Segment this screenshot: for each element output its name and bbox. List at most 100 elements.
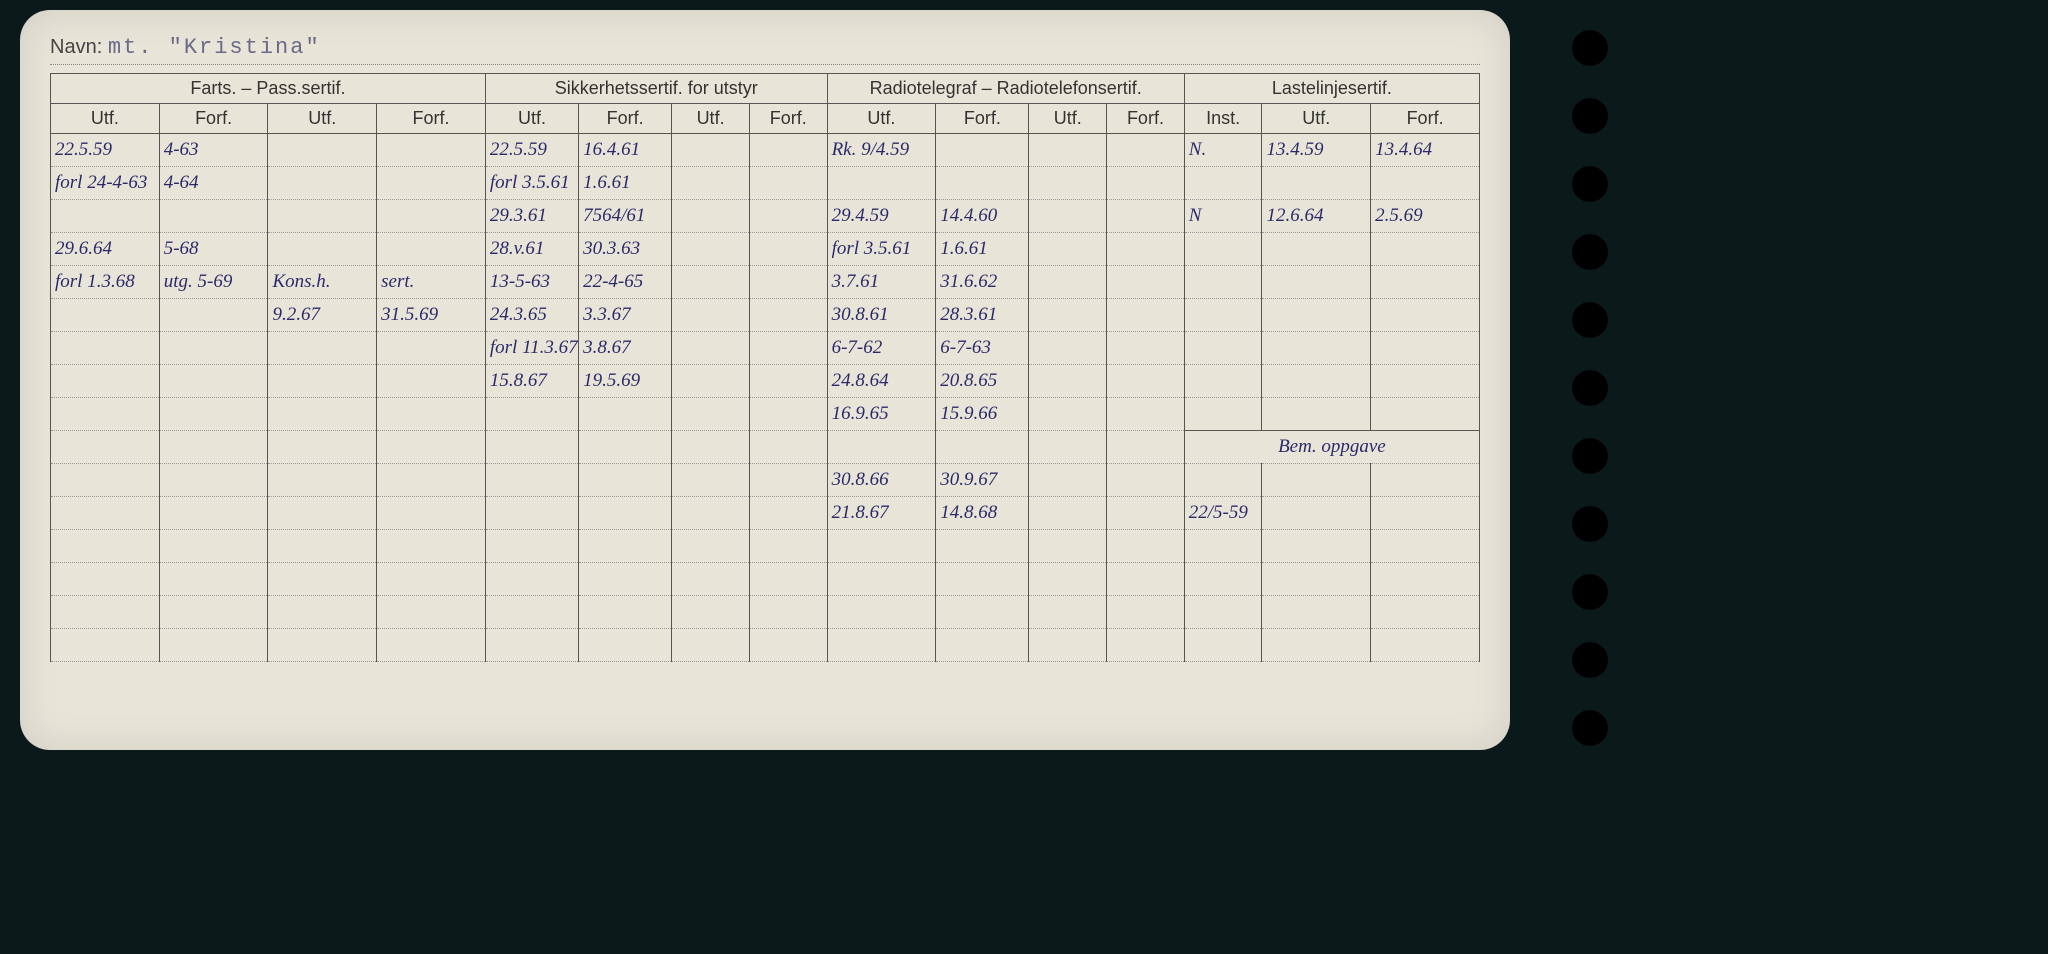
hole-icon bbox=[1572, 506, 1608, 542]
table-row: 29.3.617564/6129.4.5914.4.60N12.6.642.5.… bbox=[51, 200, 1480, 233]
table-cell bbox=[749, 299, 827, 332]
table-cell: 2.5.69 bbox=[1371, 200, 1480, 233]
table-cell bbox=[1371, 629, 1480, 662]
table-cell: forl 1.3.68 bbox=[51, 266, 160, 299]
hole-icon bbox=[1572, 574, 1608, 610]
table-cell bbox=[1107, 134, 1185, 167]
table-cell bbox=[1029, 464, 1107, 497]
table-cell: 14.4.60 bbox=[936, 200, 1029, 233]
table-cell bbox=[485, 398, 578, 431]
table-cell bbox=[268, 563, 377, 596]
table-cell bbox=[1184, 365, 1262, 398]
table-cell bbox=[1029, 200, 1107, 233]
table-cell: 4-63 bbox=[159, 134, 268, 167]
table-cell bbox=[936, 629, 1029, 662]
table-cell: forl 11.3.67 bbox=[485, 332, 578, 365]
table-cell: 14.8.68 bbox=[936, 497, 1029, 530]
table-cell bbox=[1107, 530, 1185, 563]
table-cell: Kons.h. bbox=[268, 266, 377, 299]
name-row: Navn: mt. "Kristina" bbox=[50, 35, 1480, 65]
table-cell bbox=[377, 530, 486, 563]
table-cell bbox=[51, 530, 160, 563]
table-cell bbox=[936, 530, 1029, 563]
table-cell bbox=[749, 167, 827, 200]
table-row: forl 24-4-634-64forl 3.5.611.6.61 bbox=[51, 167, 1480, 200]
table-cell bbox=[827, 167, 936, 200]
table-cell bbox=[268, 464, 377, 497]
table-cell bbox=[579, 629, 672, 662]
table-cell bbox=[749, 464, 827, 497]
table-cell bbox=[377, 497, 486, 530]
table-cell: 22-4-65 bbox=[579, 266, 672, 299]
table-cell bbox=[159, 299, 268, 332]
table-cell bbox=[51, 563, 160, 596]
table-cell bbox=[1184, 530, 1262, 563]
hole-icon bbox=[1572, 302, 1608, 338]
table-cell bbox=[1029, 233, 1107, 266]
name-label: Navn: bbox=[50, 36, 102, 58]
table-cell bbox=[1184, 167, 1262, 200]
table-row bbox=[51, 530, 1480, 563]
table-cell bbox=[268, 497, 377, 530]
table-cell bbox=[51, 629, 160, 662]
table-cell: 13.4.64 bbox=[1371, 134, 1480, 167]
table-cell bbox=[268, 167, 377, 200]
table-cell bbox=[936, 167, 1029, 200]
table-cell bbox=[268, 431, 377, 464]
table-cell bbox=[1107, 332, 1185, 365]
table-cell bbox=[268, 332, 377, 365]
table-row: 22.5.594-6322.5.5916.4.61Rk. 9/4.59N.13.… bbox=[51, 134, 1480, 167]
table-cell bbox=[749, 398, 827, 431]
table-cell bbox=[159, 629, 268, 662]
table-cell: 3.8.67 bbox=[579, 332, 672, 365]
table-cell bbox=[159, 431, 268, 464]
table-cell bbox=[1107, 629, 1185, 662]
table-cell: 16.4.61 bbox=[579, 134, 672, 167]
table-cell bbox=[579, 431, 672, 464]
table-body: 22.5.594-6322.5.5916.4.61Rk. 9/4.59N.13.… bbox=[51, 134, 1480, 662]
table-cell bbox=[749, 332, 827, 365]
table-row: 15.8.6719.5.6924.8.6420.8.65 bbox=[51, 365, 1480, 398]
table-cell bbox=[268, 629, 377, 662]
table-cell: 30.8.66 bbox=[827, 464, 936, 497]
table-cell bbox=[827, 596, 936, 629]
header-farts: Farts. – Pass.sertif. bbox=[51, 74, 486, 104]
table-cell bbox=[159, 365, 268, 398]
table-cell bbox=[1184, 629, 1262, 662]
sub-utf: Utf. bbox=[268, 104, 377, 134]
table-cell bbox=[749, 431, 827, 464]
table-cell bbox=[377, 134, 486, 167]
table-cell bbox=[485, 431, 578, 464]
table-cell: 31.6.62 bbox=[936, 266, 1029, 299]
table-cell bbox=[1262, 464, 1371, 497]
table-cell bbox=[377, 629, 486, 662]
table-cell bbox=[1107, 431, 1185, 464]
table-cell bbox=[377, 431, 486, 464]
table-row: 29.6.645-6828.v.6130.3.63forl 3.5.611.6.… bbox=[51, 233, 1480, 266]
sub-utf: Utf. bbox=[51, 104, 160, 134]
table-cell: 6-7-63 bbox=[936, 332, 1029, 365]
table-cell bbox=[1262, 398, 1371, 431]
table-cell: N bbox=[1184, 200, 1262, 233]
table-cell bbox=[827, 431, 936, 464]
table-cell bbox=[1029, 134, 1107, 167]
table-cell: 30.3.63 bbox=[579, 233, 672, 266]
table-cell bbox=[51, 200, 160, 233]
table-cell bbox=[51, 299, 160, 332]
sub-utf: Utf. bbox=[1029, 104, 1107, 134]
hole-icon bbox=[1572, 98, 1608, 134]
table-cell: 28.3.61 bbox=[936, 299, 1029, 332]
table-cell bbox=[1029, 497, 1107, 530]
table-cell: 9.2.67 bbox=[268, 299, 377, 332]
table-cell bbox=[51, 596, 160, 629]
table-cell bbox=[377, 365, 486, 398]
table-cell bbox=[51, 464, 160, 497]
table-cell bbox=[1107, 596, 1185, 629]
name-value: mt. "Kristina" bbox=[108, 35, 321, 60]
table-cell: 29.3.61 bbox=[485, 200, 578, 233]
table-cell bbox=[485, 596, 578, 629]
table-cell bbox=[1262, 497, 1371, 530]
table-cell bbox=[672, 365, 750, 398]
table-cell bbox=[268, 365, 377, 398]
table-cell bbox=[749, 629, 827, 662]
